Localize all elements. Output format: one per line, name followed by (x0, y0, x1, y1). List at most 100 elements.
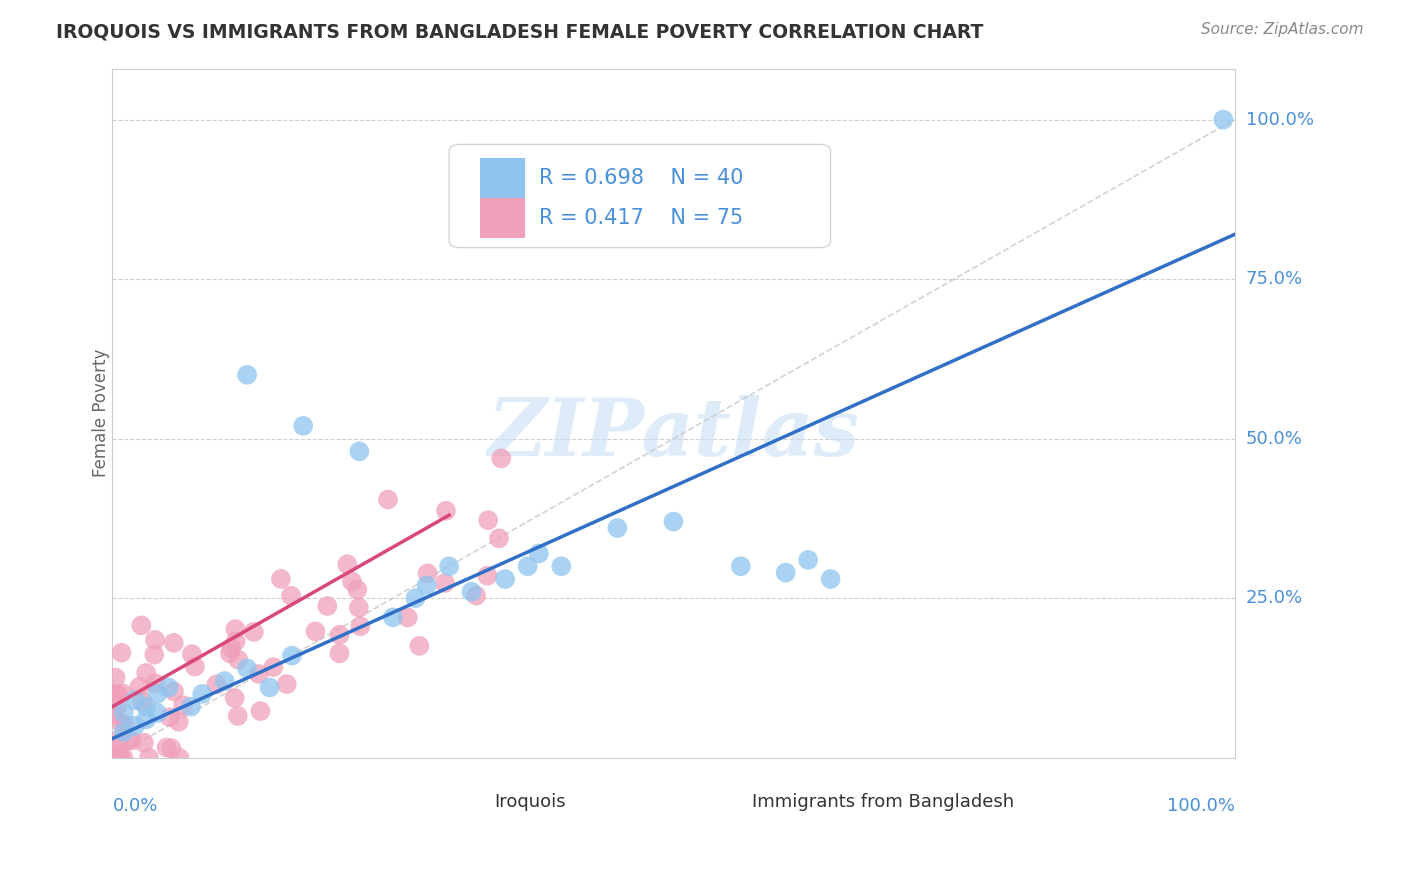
Point (180, 647, 202, 661)
Point (163, 636, 186, 650)
Point (797, 553, 820, 567)
Point (110, 646, 132, 660)
Point (820, 572, 842, 586)
Point (404, 591, 426, 606)
Point (226, 709, 249, 723)
Point (184, 659, 207, 673)
Point (132, 736, 155, 750)
Point (157, 681, 180, 695)
Text: R = 0.698    N = 40: R = 0.698 N = 40 (538, 168, 744, 188)
Point (224, 622, 246, 636)
Point (108, 750, 131, 764)
Point (104, 671, 127, 685)
Point (101, 706, 124, 721)
Point (281, 648, 304, 663)
Point (107, 739, 129, 753)
Point (112, 750, 135, 764)
Point (143, 632, 166, 647)
Point (167, 714, 190, 729)
FancyBboxPatch shape (449, 145, 831, 248)
Point (527, 546, 550, 560)
Point (262, 660, 284, 674)
Text: Source: ZipAtlas.com: Source: ZipAtlas.com (1201, 22, 1364, 37)
Point (105, 700, 128, 714)
Text: 100.0%: 100.0% (1246, 111, 1313, 128)
Point (205, 677, 228, 691)
Point (606, 521, 628, 535)
Bar (449, 788, 486, 818)
Point (159, 710, 181, 724)
Point (662, 515, 685, 529)
Point (247, 667, 270, 681)
Point (169, 750, 191, 764)
Point (276, 677, 298, 691)
Point (516, 559, 538, 574)
Point (104, 687, 127, 701)
Point (135, 712, 157, 726)
Point (259, 681, 281, 695)
Point (225, 634, 247, 648)
Point (120, 733, 142, 747)
Text: 100.0%: 100.0% (1167, 797, 1234, 814)
Point (775, 566, 797, 580)
Point (491, 451, 513, 466)
Point (111, 686, 134, 700)
Point (145, 676, 167, 690)
Point (107, 688, 129, 702)
Point (346, 582, 368, 597)
Point (214, 674, 236, 689)
Point (396, 610, 419, 624)
Point (550, 559, 572, 574)
Point (377, 492, 399, 507)
Point (249, 704, 271, 718)
Point (135, 699, 157, 714)
Point (243, 624, 266, 639)
Point (460, 584, 482, 599)
Point (328, 646, 350, 660)
Point (160, 741, 183, 756)
Point (340, 574, 363, 589)
Point (730, 559, 752, 574)
Point (304, 624, 326, 639)
Point (415, 578, 437, 592)
Point (110, 716, 132, 731)
Bar (481, 158, 526, 198)
Point (143, 648, 166, 662)
Point (219, 646, 242, 660)
Point (477, 513, 499, 527)
Point (138, 750, 160, 764)
Point (124, 719, 146, 733)
Text: Immigrants from Bangladesh: Immigrants from Bangladesh (752, 794, 1014, 812)
Text: IROQUOIS VS IMMIGRANTS FROM BANGLADESH FEMALE POVERTY CORRELATION CHART: IROQUOIS VS IMMIGRANTS FROM BANGLADESH F… (56, 22, 984, 41)
Point (226, 653, 249, 667)
Point (191, 687, 214, 701)
Point (329, 628, 352, 642)
Point (163, 684, 186, 698)
Point (155, 740, 177, 755)
Point (349, 444, 371, 458)
Point (1212, 112, 1234, 127)
Point (270, 572, 292, 586)
Point (135, 665, 157, 680)
Point (103, 750, 125, 764)
Point (224, 690, 246, 705)
Text: 25.0%: 25.0% (1246, 589, 1303, 607)
Point (103, 750, 125, 764)
Point (114, 718, 136, 732)
Point (236, 368, 259, 382)
Point (437, 559, 460, 574)
Text: 50.0%: 50.0% (1246, 430, 1302, 448)
Point (292, 418, 315, 433)
Y-axis label: Female Poverty: Female Poverty (93, 349, 110, 477)
Point (128, 680, 150, 694)
Text: 0.0%: 0.0% (112, 797, 157, 814)
Point (433, 576, 456, 591)
Bar (707, 788, 744, 818)
Point (107, 750, 129, 764)
Text: 75.0%: 75.0% (1246, 270, 1303, 288)
Point (336, 558, 359, 572)
Point (408, 639, 430, 653)
Point (488, 532, 510, 546)
Point (124, 693, 146, 707)
Point (316, 599, 339, 613)
